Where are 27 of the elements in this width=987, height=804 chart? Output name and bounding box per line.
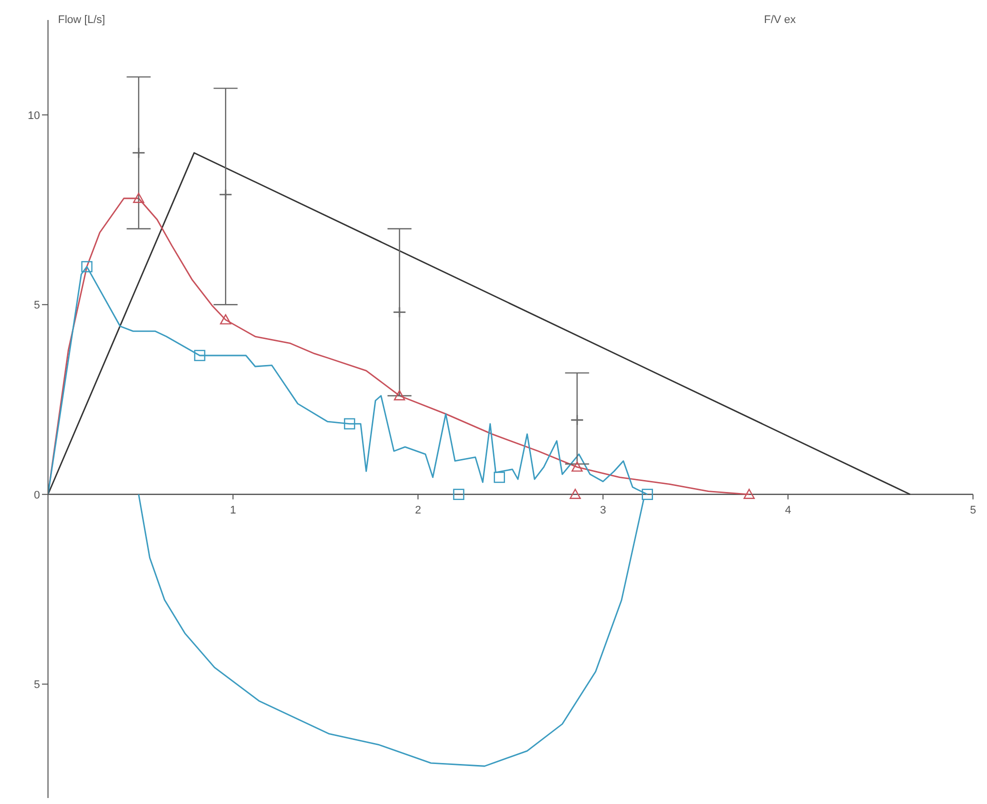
- point: [194, 350, 206, 362]
- point: [744, 488, 755, 499]
- point: [394, 390, 406, 400]
- point: [453, 488, 464, 500]
- x-tick-label: 4: [784, 504, 792, 516]
- point: [132, 147, 146, 159]
- point: [570, 414, 584, 426]
- point: [570, 488, 581, 499]
- x-tick-label: 3: [600, 504, 606, 516]
- y-tick-label: 5: [34, 300, 40, 312]
- point: [81, 261, 92, 272]
- x-tick-label: 2: [414, 504, 422, 516]
- y-tick-label: 5: [34, 679, 40, 692]
- y-axis-title: Flow [L/s]: [58, 14, 106, 26]
- x-tick-label: 1: [230, 504, 236, 516]
- point: [642, 488, 653, 500]
- point: [494, 472, 505, 483]
- y-tick-label: 0: [34, 489, 40, 502]
- point: [572, 461, 583, 472]
- point: [133, 192, 144, 203]
- point: [392, 306, 406, 318]
- x-tick-label: 5: [970, 504, 976, 516]
- y-tick-label: 10: [28, 110, 40, 122]
- chart-title: F/V ex: [764, 14, 796, 26]
- point: [218, 188, 232, 200]
- point: [344, 418, 356, 430]
- point: [220, 314, 232, 324]
